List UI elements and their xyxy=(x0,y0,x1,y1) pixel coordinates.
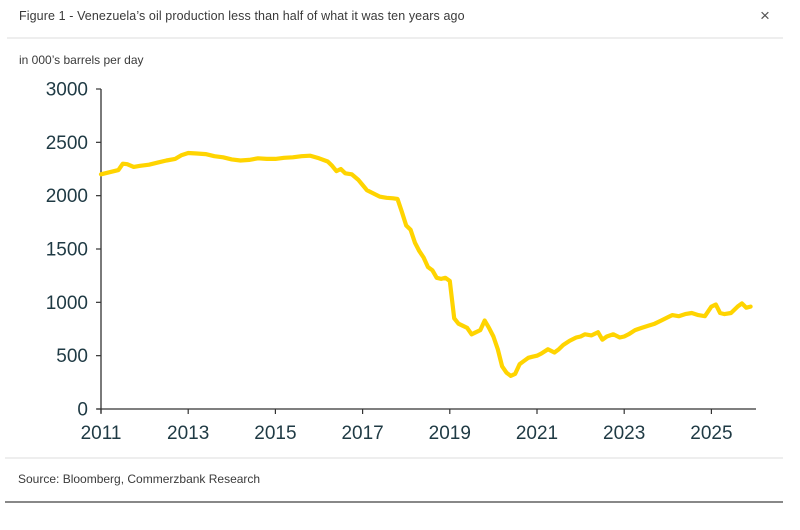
y-tick-label: 3000 xyxy=(46,80,88,101)
close-icon[interactable]: × xyxy=(760,6,770,25)
source-note: Source: Bloomberg, Commerzbank Research xyxy=(18,472,261,486)
x-tick-label: 2013 xyxy=(167,423,209,444)
y-tick-label: 500 xyxy=(56,346,88,367)
x-tick-label: 2021 xyxy=(516,423,558,444)
footer-divider xyxy=(5,457,783,459)
x-tick-label: 2019 xyxy=(429,423,471,444)
x-tick-label: 2023 xyxy=(603,423,645,444)
y-tick-label: 2000 xyxy=(46,186,88,207)
bottom-divider xyxy=(5,501,783,503)
y-tick-label: 1000 xyxy=(46,293,88,314)
unit-label: in 000’s barrels per day xyxy=(19,53,144,67)
x-tick-label: 2025 xyxy=(690,423,732,444)
x-tick-label: 2015 xyxy=(254,423,296,444)
y-tick-label: 1500 xyxy=(46,240,88,261)
axes: 0 500 1000 1500 2000 2500 3000 2011 2013 2015 2017… xyxy=(46,80,756,444)
series-line-venezuela-oil-production xyxy=(98,150,753,378)
y-tick-label: 2500 xyxy=(46,133,88,154)
series-group xyxy=(98,150,753,378)
header-divider xyxy=(7,37,783,39)
figure-title: Figure 1 - Venezuela’s oil production le… xyxy=(19,9,465,23)
y-tick-label: 0 xyxy=(77,400,88,421)
x-tick-label: 2011 xyxy=(81,423,122,444)
x-tick-label: 2017 xyxy=(341,423,383,444)
